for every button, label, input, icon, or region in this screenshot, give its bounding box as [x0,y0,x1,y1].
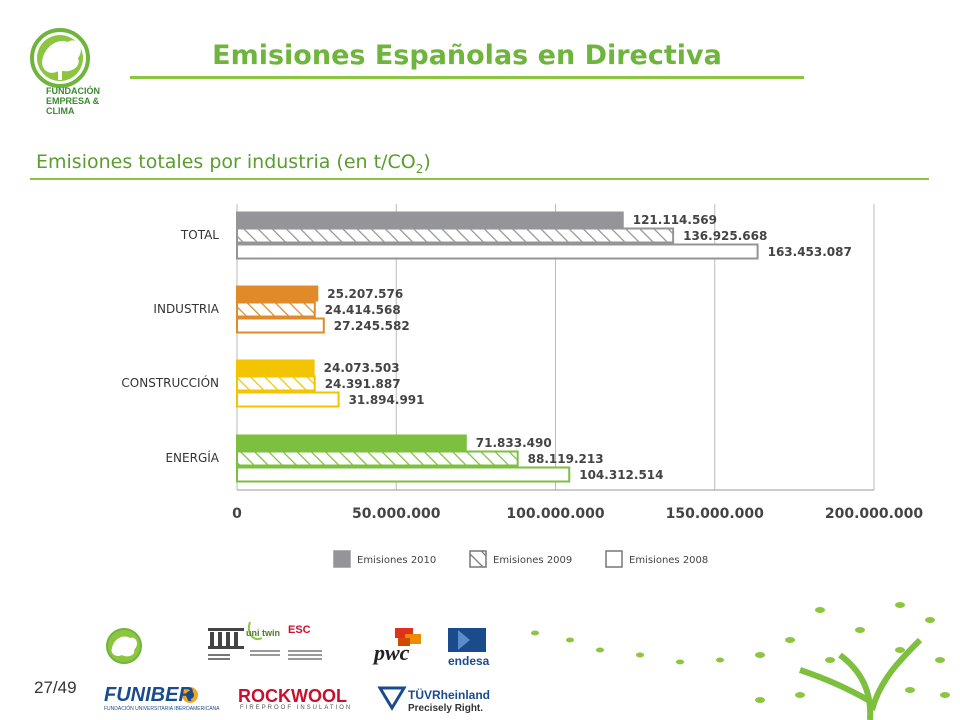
page-title: Emisiones Españolas en Directiva [212,40,722,71]
pwc-logo-text: pwc [374,640,410,665]
bar-value-label: 24.073.503 [324,361,400,375]
brand-line-1: Fundación [46,86,100,96]
esc-label: ESC [288,624,311,636]
legend-swatch [469,550,487,568]
funiber-logo-text: FUNIBER [104,684,193,706]
x-tick-label: 200.000.000 [825,506,924,522]
bar-value-label: 25.207.576 [327,287,403,301]
bar-value-label: 31.894.991 [349,393,425,407]
legend-label: Emisiones 2009 [493,555,572,566]
tree-icon [531,602,950,720]
legend-label: Emisiones 2010 [357,555,436,566]
brand-line-3: Clima [46,106,75,116]
bar [236,359,315,376]
brand-line-2: Empresa & [46,96,100,106]
bar [236,301,316,318]
pwc-icon [395,628,421,646]
brand-name: Fundación Empresa & Clima [46,86,156,116]
bar [236,317,325,334]
bar [236,466,571,483]
bar-value-label: 88.119.213 [528,452,604,466]
esc-icon [288,650,322,660]
tuv-icon [377,686,407,711]
legend-swatch [605,550,623,568]
bar-value-label: 136.925.668 [683,229,767,243]
footer-decoration [106,602,950,720]
bar-value-label: 104.312.514 [579,468,663,482]
category-label: ENERGÍA [165,450,219,465]
endesa-icon [448,628,486,652]
bar-value-label: 163.453.087 [768,245,852,259]
fundacion-logo-icon [30,28,90,88]
page-number: 27/49 [34,678,77,697]
category-label: CONSTRUCCIÓN [121,375,219,390]
tuv-tagline: Precisely Right. [408,703,484,714]
bar [236,285,319,302]
unesco-icon [208,628,244,660]
bar [236,391,340,408]
bar-value-label: 121.114.569 [633,213,717,227]
tuv-logo-text: TÜVRheinland [408,688,491,702]
subtitle-subscript: 2 [415,162,424,176]
bar-value-label: 24.391.887 [325,377,401,391]
category-label: INDUSTRIA [153,302,219,316]
rockwool-tagline: FIREPROOF INSULATION [240,705,353,711]
bar-value-label: 71.833.490 [476,436,552,450]
x-tick-label: 150.000.000 [666,506,765,522]
bar [236,434,467,451]
bar [236,243,759,260]
funiber-icon [182,687,198,703]
bar [236,450,519,467]
unitwin-icon [248,621,280,656]
legend-label: Emisiones 2008 [629,555,708,566]
chart-subtitle: Emisiones totales por industria (en t/CO… [36,151,431,176]
funiber-tagline: FUNDACIÓN UNIVERSITARIA IBEROAMERICANA [104,706,220,712]
bar-value-label: 24.414.568 [325,303,401,317]
x-tick-label: 0 [232,506,242,522]
category-label: TOTAL [180,228,219,242]
unitwin-label: uni twin [246,628,280,638]
subtitle-divider [30,178,929,180]
x-tick-label: 100.000.000 [506,506,605,522]
subtitle-end: ) [423,151,431,173]
bar [236,211,624,228]
bar [236,375,316,392]
bar-value-label: 27.245.582 [334,319,410,333]
endesa-logo-text: endesa [448,654,490,668]
fundacion-small-logo-icon [106,628,142,664]
subtitle-main: Emisiones totales por industria (en t/CO [36,151,416,173]
bar [236,227,675,244]
legend-swatch [333,550,351,568]
title-divider [130,76,804,79]
rockwool-logo-text: ROCKWOOL [238,686,347,706]
x-tick-label: 50.000.000 [352,506,441,522]
